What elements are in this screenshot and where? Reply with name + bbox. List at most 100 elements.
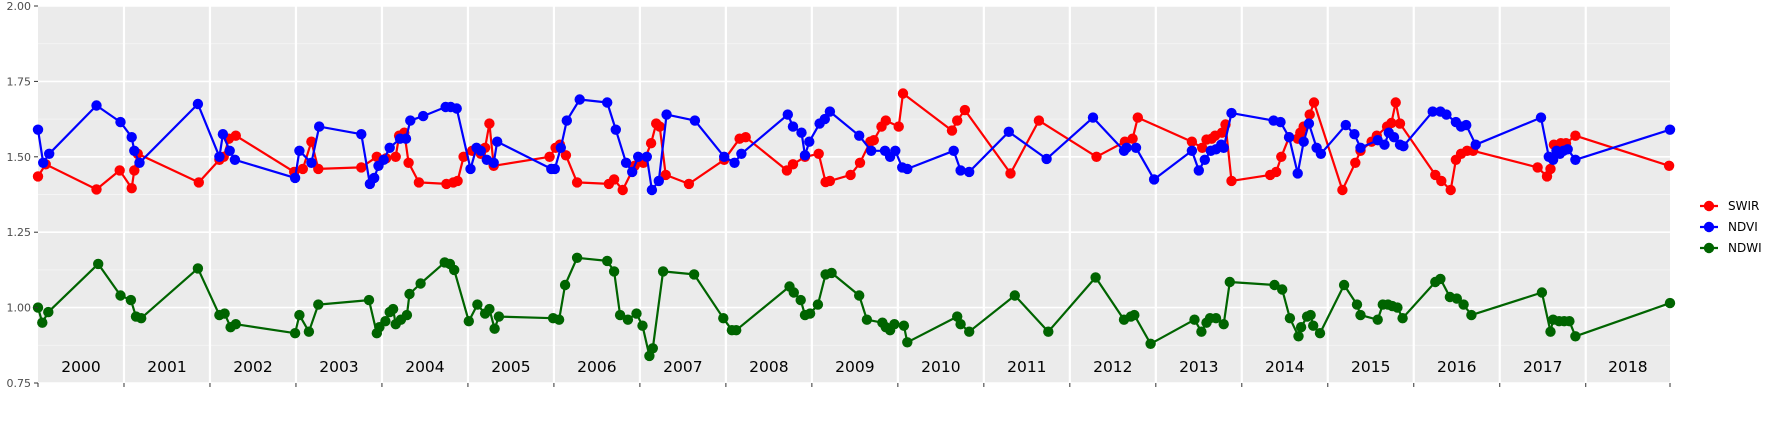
ndwi-point	[1189, 314, 1200, 325]
legend: SWIR NDVI NDWI	[1700, 199, 1762, 255]
y-tick-label: 0.75	[7, 377, 32, 390]
ndvi-point	[314, 121, 325, 132]
swir-point	[893, 121, 904, 132]
ndwi-point	[1372, 314, 1383, 325]
ndwi-point	[1009, 290, 1020, 301]
swir-point	[413, 177, 425, 188]
ndwi-point	[804, 308, 816, 319]
ndwi-point	[1564, 316, 1575, 327]
swir-point	[1197, 142, 1208, 153]
year-label: 2017	[1523, 358, 1562, 376]
ndwi-point	[93, 258, 104, 270]
ndwi-point	[404, 288, 415, 300]
year-label: 2002	[233, 358, 272, 376]
swir-point	[813, 148, 824, 159]
ndwi-point	[622, 314, 634, 325]
legend-key-point-ndvi	[1703, 221, 1715, 233]
y-tick-label: 1.50	[7, 151, 32, 164]
ndwi-point	[1392, 302, 1403, 313]
ndwi-point	[1397, 313, 1408, 324]
ndwi-point	[1536, 287, 1548, 298]
ndvi-point	[1398, 141, 1409, 152]
ndvi-point	[1292, 168, 1303, 179]
ndwi-point	[192, 263, 204, 274]
swir-point	[854, 157, 866, 168]
year-label: 2015	[1351, 358, 1390, 376]
ndwi-point	[571, 252, 583, 263]
ndvi-point	[787, 121, 799, 132]
ndwi-point	[1284, 313, 1296, 324]
swir-point	[1545, 163, 1556, 175]
ndvi-point	[126, 132, 137, 143]
swir-point	[544, 151, 555, 162]
ndvi-point	[796, 127, 807, 138]
year-label: 2009	[835, 358, 874, 376]
swir-point	[617, 184, 628, 196]
series-layer	[32, 88, 1676, 362]
ndvi-point	[729, 157, 740, 168]
ndwi-point	[1308, 320, 1319, 331]
ndvi-point	[229, 154, 241, 165]
swir-point	[1386, 117, 1397, 129]
swir-point	[868, 135, 879, 146]
ndvi-point	[1218, 142, 1229, 153]
ndvi-point	[356, 129, 367, 140]
ndwi-point	[631, 308, 642, 319]
swir-point	[897, 88, 909, 99]
ndwi-point	[688, 269, 700, 280]
ndvi-point	[719, 151, 730, 162]
swir-point	[1308, 97, 1320, 108]
ndwi-point	[463, 316, 474, 327]
ndvi-point	[289, 172, 301, 184]
swir-point	[91, 184, 102, 195]
ndwi-point	[1351, 299, 1363, 310]
ndwi-point	[493, 311, 505, 322]
ndwi-point	[1338, 279, 1350, 291]
year-label: 2012	[1093, 358, 1132, 376]
ndwi-point	[559, 279, 571, 291]
ndvi-point	[602, 97, 613, 108]
ndwi-point	[1664, 297, 1676, 309]
ndvi-point	[488, 157, 499, 168]
ndwi-point	[136, 313, 147, 324]
swir-point	[654, 121, 665, 132]
swir-point	[946, 125, 958, 136]
ndvi-point	[610, 124, 621, 135]
ndvi-point	[1130, 142, 1142, 153]
ndwi-point	[602, 255, 613, 267]
swir-point	[1033, 115, 1045, 126]
ndvi-point	[115, 116, 126, 128]
y-tick-label: 1.75	[7, 75, 32, 88]
ndwi-point	[955, 319, 966, 330]
ndwi-point	[1314, 328, 1326, 339]
swir-point	[952, 115, 963, 126]
ndvi-point	[1087, 112, 1099, 123]
ndwi-point	[1196, 326, 1207, 337]
ndwi-point	[1210, 313, 1222, 324]
ndvi-point	[782, 109, 793, 120]
swir-point	[1276, 151, 1287, 162]
ndvi-point	[646, 184, 658, 196]
ndwi-point	[415, 278, 426, 289]
ndwi-point	[449, 264, 460, 276]
ndwi-point	[826, 267, 837, 279]
ndvi-point	[378, 154, 389, 165]
swir-point	[126, 183, 137, 194]
ndwi-point	[1458, 299, 1469, 310]
ndvi-point	[1199, 154, 1211, 165]
ndvi-point	[134, 157, 145, 168]
swir-point	[880, 115, 891, 126]
ndwi-point	[861, 314, 873, 325]
ndvi-point	[32, 124, 44, 135]
ndvi-point	[91, 100, 102, 111]
ndwi-point	[1305, 309, 1316, 321]
ndwi-point	[230, 319, 241, 330]
ndwi-point	[1570, 331, 1581, 342]
ndwi-point	[1355, 309, 1366, 321]
ndvi-point	[1349, 129, 1360, 140]
swir-point	[1091, 151, 1102, 162]
ndwi-point	[401, 309, 413, 321]
ndwi-point	[1293, 331, 1304, 342]
ndvi-point	[1570, 154, 1581, 165]
ndvi-point	[1003, 126, 1014, 137]
